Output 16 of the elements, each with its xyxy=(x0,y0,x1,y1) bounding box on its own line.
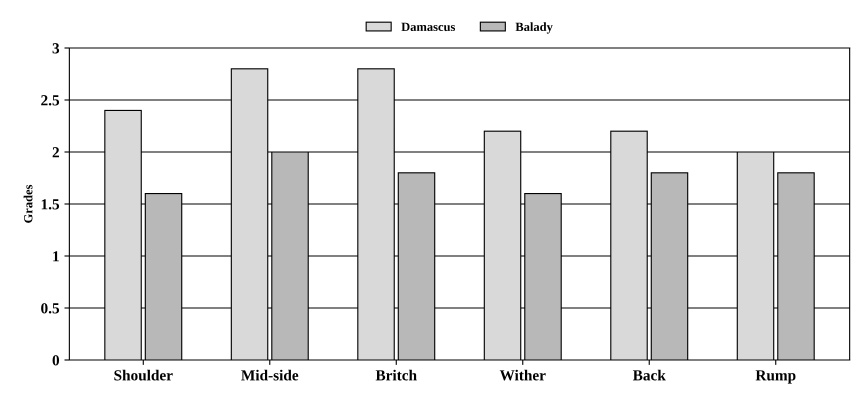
y-tick-label: 3 xyxy=(52,43,60,54)
legend-label: Balady xyxy=(516,22,553,34)
y-tick-label: 2 xyxy=(52,147,59,158)
y-tick-label: 0 xyxy=(52,355,60,366)
legend-label: Damascus xyxy=(401,22,456,32)
x-tick-label: Mid-side xyxy=(241,370,298,380)
x-tick-label: Wither xyxy=(500,370,546,381)
y-tick-label: 2.5 xyxy=(41,95,60,106)
y-axis-title: Grades xyxy=(24,184,32,223)
y-tick-label: 1.5 xyxy=(42,199,60,210)
x-tick-label: Britch xyxy=(376,370,417,380)
y-tick-label: 1 xyxy=(53,251,59,262)
y-tick-label: 0.5 xyxy=(41,303,60,314)
x-tick-label: Shoulder xyxy=(114,370,173,381)
x-tick-label: Rump xyxy=(756,370,796,384)
x-tick-label: Back xyxy=(632,370,666,380)
